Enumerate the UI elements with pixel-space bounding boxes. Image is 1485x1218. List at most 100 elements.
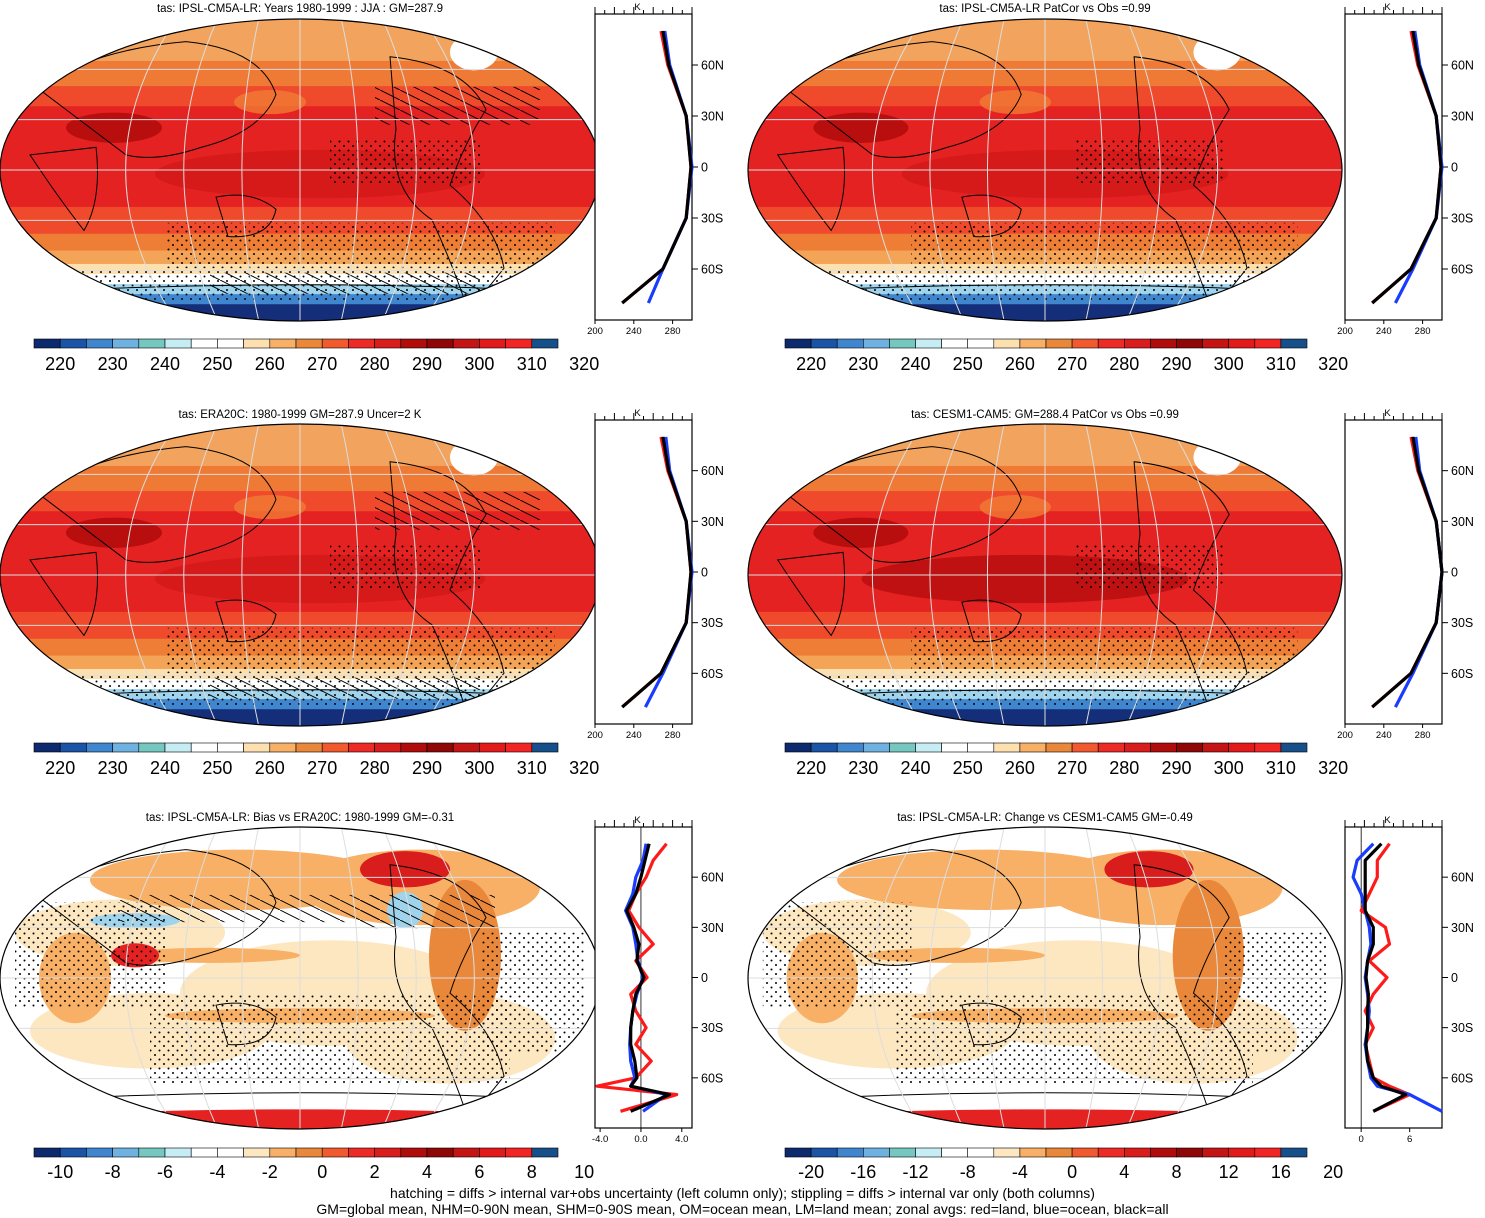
map-greenland	[450, 439, 498, 476]
profile-unit: K	[634, 2, 641, 13]
colorbar-box	[112, 338, 140, 349]
colorbar-label: 290	[1161, 758, 1191, 778]
colorbar-box	[86, 338, 113, 349]
profile-frame	[594, 13, 693, 321]
colorbar-box	[1150, 1147, 1177, 1158]
map-stippling	[330, 139, 480, 186]
colorbar-label: 10	[574, 1162, 594, 1182]
panel-title: tas: IPSL-CM5A-LR PatCor vs Obs =0.99	[939, 3, 1150, 15]
colorbar-box	[1124, 1147, 1151, 1158]
colorbar-box	[1202, 742, 1229, 753]
map-meridian	[423, 424, 475, 726]
colorbar-box	[400, 1147, 428, 1158]
map-meridian	[872, 19, 923, 321]
colorbar-box	[1228, 1147, 1256, 1158]
colorbar-box	[1071, 1147, 1099, 1158]
colorbar-label: 280	[360, 354, 390, 374]
colorbar-box	[269, 1147, 297, 1158]
colorbar-box	[479, 338, 506, 349]
colorbar-label: 220	[796, 354, 826, 374]
map-coastline-americas	[1133, 864, 1248, 1120]
colorbar-box	[1019, 1147, 1047, 1158]
profile-lat-label: 60N	[1451, 59, 1474, 73]
colorbar-label: 280	[1109, 354, 1139, 374]
map-hatching	[210, 272, 480, 294]
colorbar-box	[452, 338, 480, 349]
map-meridian	[423, 19, 475, 321]
colorbar-label: 250	[953, 758, 983, 778]
map-greenland	[450, 34, 498, 71]
map-plateau	[234, 89, 306, 115]
colorbar-label: 290	[412, 354, 442, 374]
colorbar-box	[348, 338, 375, 349]
colorbar-box	[217, 1147, 244, 1158]
colorbar-box	[400, 742, 428, 753]
profile-lat-label: 60S	[701, 1071, 723, 1085]
map-meridian	[382, 424, 417, 726]
map-coastline-eurasia	[782, 849, 1022, 966]
colorbar-label: -4	[1012, 1162, 1028, 1182]
map-meridian	[872, 827, 923, 1129]
map-border	[747, 826, 1343, 1130]
profile-unit: K	[1384, 408, 1391, 419]
profile-lat-label: 60N	[701, 464, 724, 478]
map-meridian	[241, 827, 260, 1129]
zonal-profile: K 60N 30N 0 30S 60S 200 240 280	[587, 408, 724, 741]
panel-title: tas: IPSL-CM5A-LR: Bias vs ERA20C: 1980-…	[146, 812, 454, 824]
map-field	[0, 19, 600, 321]
colorbar-box	[400, 338, 428, 349]
colorbar-box	[243, 1147, 271, 1158]
map-meridian	[1126, 827, 1161, 1129]
profile-lat-label: 0	[1451, 566, 1458, 580]
colorbar-box	[889, 338, 916, 349]
map-meridian	[382, 827, 417, 1129]
colorbar-box	[243, 742, 271, 753]
colorbar-box	[190, 742, 218, 753]
colorbar-box	[505, 742, 533, 753]
colorbar-box	[1176, 742, 1203, 753]
profile-x-label: -4.0	[592, 1134, 608, 1145]
profile-lat-label: 60S	[1451, 263, 1473, 277]
map-field	[748, 19, 1342, 321]
map-meridian	[125, 19, 177, 321]
colorbar-label: 260	[1005, 354, 1035, 374]
colorbar-box	[993, 742, 1021, 753]
colorbar-box	[112, 742, 140, 753]
profile-x-label: 280	[665, 730, 681, 741]
map-stippling	[911, 627, 1298, 674]
colorbar-box	[1150, 338, 1177, 349]
profile-x-label: 200	[1337, 326, 1353, 337]
map-field	[748, 424, 1342, 726]
colorbar-box	[1280, 1147, 1308, 1158]
colorbar-box	[33, 338, 61, 349]
colorbar-box	[112, 1147, 140, 1158]
colorbar-box	[426, 1147, 454, 1158]
map-stippling	[165, 627, 555, 674]
map-coastline-americas	[389, 864, 505, 1120]
profile-lat-label: 60N	[701, 871, 724, 885]
map-coastline-australia	[215, 1002, 277, 1046]
colorbar-box	[348, 1147, 375, 1158]
colorbar-label: 320	[569, 758, 599, 778]
map-coastline-africa	[29, 551, 98, 637]
map-meridian	[340, 827, 359, 1129]
colorbar-label: 290	[412, 758, 442, 778]
colorbar-label: 260	[255, 354, 285, 374]
colorbar-box	[836, 338, 864, 349]
colorbar-box	[889, 742, 916, 753]
colorbar-box	[1280, 742, 1308, 753]
colorbar-label: 0	[1067, 1162, 1077, 1182]
colorbar-box	[531, 742, 559, 753]
profile-lat-label: 30S	[1451, 212, 1473, 226]
profile-lat-label: 30N	[701, 110, 724, 124]
colorbar-label: 320	[569, 354, 599, 374]
colorbar-box	[59, 742, 87, 753]
map-hatching	[210, 677, 480, 699]
colorbar-label: -12	[902, 1162, 928, 1182]
map-land-hotspot	[813, 517, 909, 548]
colorbar-label: 280	[1109, 758, 1139, 778]
colorbar-box	[1176, 338, 1203, 349]
colorbar-box	[33, 1147, 61, 1158]
map-meridian	[340, 424, 359, 726]
